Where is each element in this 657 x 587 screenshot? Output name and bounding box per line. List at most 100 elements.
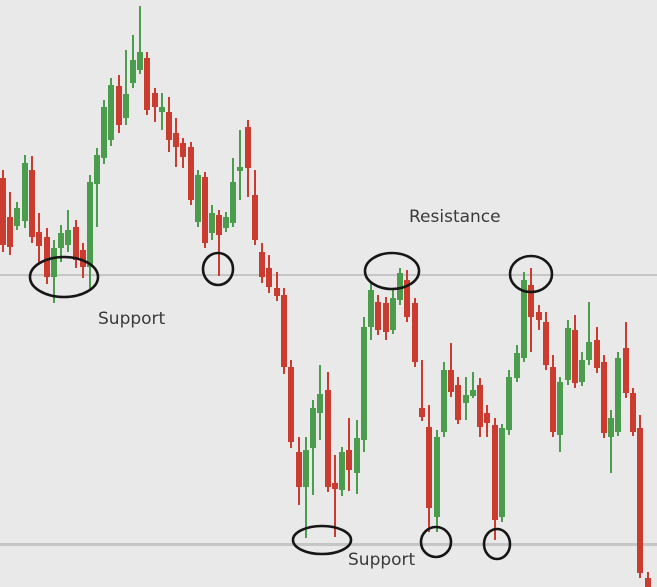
- candle-wick: [588, 302, 590, 365]
- candle-body: [579, 360, 585, 382]
- candle-body: [123, 94, 129, 118]
- candle-body: [550, 367, 556, 432]
- candle-body: [645, 578, 651, 587]
- candle-body: [339, 452, 345, 490]
- candle-body: [310, 408, 316, 448]
- candle-body: [354, 438, 360, 473]
- candle-body: [637, 428, 643, 573]
- candle-body: [317, 394, 323, 413]
- candle-body: [259, 252, 265, 277]
- candle-body: [180, 143, 186, 157]
- candle-body: [375, 302, 381, 330]
- candle-body: [470, 390, 476, 396]
- candle-body: [36, 232, 42, 246]
- candle-body: [245, 127, 251, 168]
- candle-body: [390, 298, 396, 330]
- candle-body: [492, 425, 498, 520]
- candle-wick: [218, 210, 220, 276]
- candle-wick: [472, 372, 474, 398]
- candle-wick: [139, 6, 141, 74]
- support-label-bottom: Support: [348, 550, 416, 570]
- candle-body: [223, 217, 229, 228]
- candle-body: [274, 288, 280, 296]
- candle-body: [137, 52, 143, 70]
- candle-body: [14, 208, 20, 226]
- candle-body: [361, 327, 367, 440]
- candle-body: [101, 107, 107, 158]
- candle-body: [288, 367, 294, 442]
- candle-body: [22, 163, 28, 221]
- candle-body: [441, 370, 447, 432]
- candle-body: [368, 290, 374, 327]
- candle-body: [281, 295, 287, 367]
- annotation-ellipse-support-touch-bottom-wide: [291, 524, 353, 556]
- candle-body: [116, 86, 122, 125]
- candle-body: [65, 230, 71, 245]
- candle-body: [455, 385, 461, 420]
- candle-body: [346, 450, 352, 470]
- candle-body: [87, 182, 93, 267]
- resistance-label: Resistance: [409, 207, 501, 227]
- candle-body: [565, 328, 571, 380]
- candle-body: [477, 385, 483, 427]
- annotation-ellipse-resistance-touch-1: [363, 251, 421, 291]
- candle-body: [303, 450, 309, 487]
- candle-body: [419, 408, 425, 417]
- candle-body: [230, 182, 236, 223]
- candle-wick: [125, 50, 127, 125]
- support-level-line: [0, 543, 657, 546]
- candle-body: [296, 452, 302, 487]
- candle-body: [404, 280, 410, 317]
- resistance-level-line: [0, 274, 657, 276]
- candle-body: [615, 358, 621, 432]
- candle-body: [332, 483, 338, 489]
- candle-body: [44, 237, 50, 277]
- candle-body: [51, 248, 57, 277]
- candle-body: [463, 395, 469, 403]
- candle-body: [80, 250, 86, 267]
- candle-body: [528, 285, 534, 317]
- candle-body: [195, 175, 201, 222]
- candle-body: [108, 85, 114, 140]
- candle-body: [166, 112, 172, 140]
- candle-body: [29, 170, 35, 237]
- candle-body: [608, 418, 614, 437]
- candle-body: [586, 342, 592, 360]
- candle-body: [144, 58, 150, 110]
- candle-body: [58, 233, 64, 248]
- candle-body: [383, 303, 389, 332]
- candle-body: [594, 340, 600, 368]
- candle-wick: [96, 148, 98, 227]
- candle-wick: [421, 360, 423, 421]
- candle-wick: [305, 437, 307, 538]
- candle-body: [484, 413, 490, 423]
- candle-wick: [276, 272, 278, 301]
- candle-body: [209, 213, 215, 233]
- candle-body: [601, 362, 607, 433]
- candle-body: [7, 217, 13, 247]
- candle-body: [412, 303, 418, 362]
- candle-body: [152, 93, 158, 107]
- candle-wick: [610, 410, 612, 473]
- candle-body: [572, 330, 578, 383]
- candle-body: [130, 60, 136, 83]
- candle-body: [434, 437, 440, 517]
- candle-body: [514, 353, 520, 378]
- candle-body: [325, 390, 331, 487]
- candle-wick: [239, 130, 241, 200]
- candle-body: [252, 195, 258, 240]
- candle-body: [397, 273, 403, 300]
- candle-body: [521, 280, 527, 358]
- candle-body: [73, 227, 79, 260]
- support-label-left: Support: [98, 309, 166, 329]
- candle-body: [448, 370, 454, 392]
- candle-body: [202, 177, 208, 243]
- candle-body: [173, 133, 179, 147]
- candle-body: [536, 312, 542, 320]
- candle-body: [426, 427, 432, 508]
- candle-wick: [334, 455, 336, 537]
- candle-body: [557, 382, 563, 435]
- candle-body: [506, 377, 512, 430]
- candle-body: [499, 428, 505, 517]
